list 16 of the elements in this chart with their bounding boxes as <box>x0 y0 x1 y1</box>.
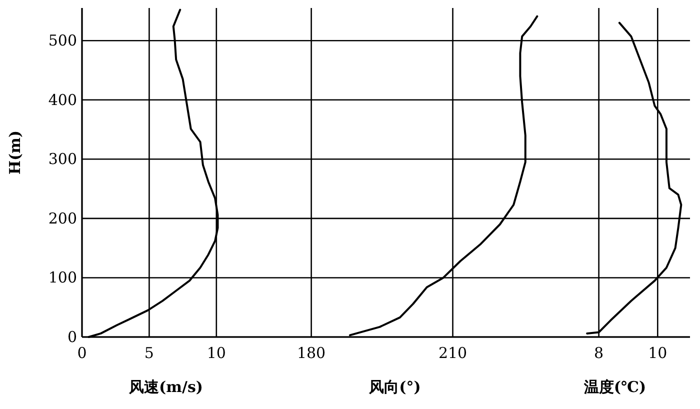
x-tick-label: 180 <box>296 344 326 362</box>
x-tick-label: 8 <box>594 344 604 362</box>
y-tick-label: 300 <box>48 150 77 168</box>
x-tick-label: 5 <box>144 344 154 362</box>
x-axis-title: 温度(℃) <box>582 378 646 396</box>
x-tick-label: 10 <box>206 344 226 362</box>
y-tick-label: 400 <box>48 90 77 109</box>
x-tick-label: 210 <box>438 344 468 362</box>
y-tick-label: 100 <box>48 268 77 287</box>
x-axis-title: 风向(°) <box>368 378 421 396</box>
y-tick-label: 500 <box>48 32 77 50</box>
y-tick-label: 200 <box>48 209 77 228</box>
y-tick-label: 0 <box>67 328 77 346</box>
y-axis-title: H(m) <box>6 130 24 175</box>
x-axis-title: 风速(m/s) <box>128 378 203 396</box>
x-tick-label: 10 <box>648 344 668 362</box>
